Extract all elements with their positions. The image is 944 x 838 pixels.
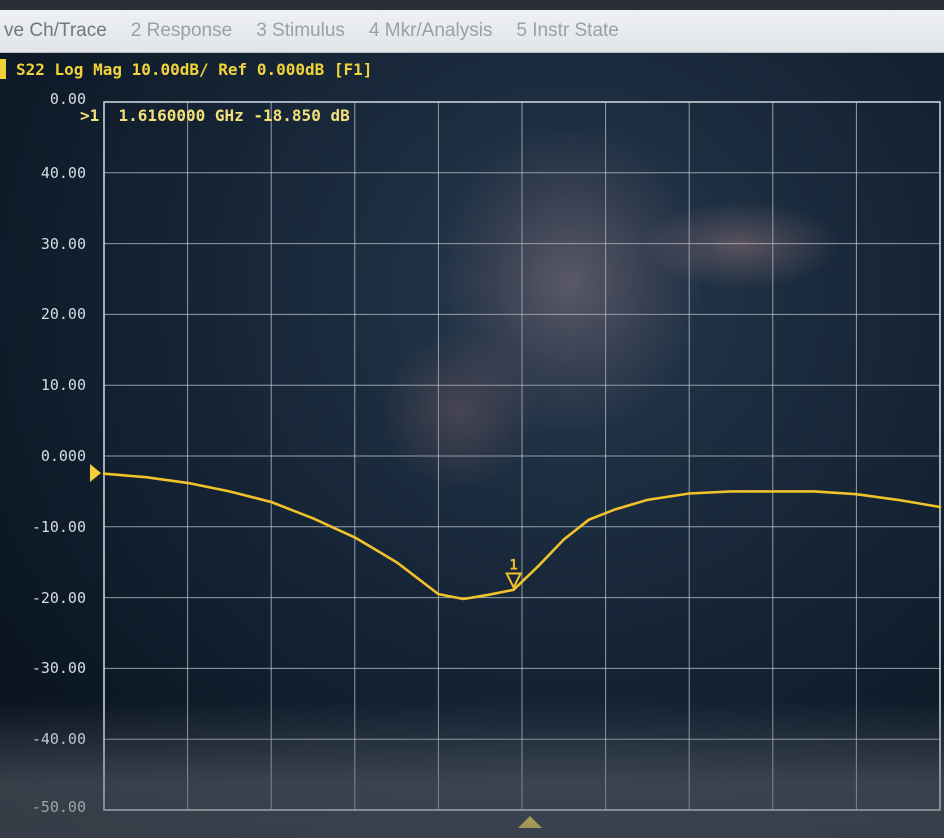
marker-readout: >1 1.6160000 GHz -18.850 dB — [80, 106, 350, 125]
top-bezel — [0, 0, 944, 10]
menu-stimulus[interactable]: 3 Stimulus — [256, 20, 345, 41]
y-tick-label: 20.00 — [40, 305, 86, 324]
y-tick-label: -10.00 — [31, 517, 86, 536]
y-tick-label: -30.00 — [31, 659, 86, 678]
marker-label: 1 — [509, 557, 517, 573]
menu-mkr-analysis[interactable]: 4 Mkr/Analysis — [368, 20, 493, 41]
y-tick-label: 0.000 — [40, 447, 86, 465]
stimulus-position-arrow-icon — [518, 816, 542, 828]
menu-response[interactable]: 2 Response — [130, 20, 233, 41]
y-tick-label: 10.00 — [40, 376, 86, 395]
marker-1[interactable]: 1 — [505, 557, 523, 590]
reference-level-arrow-icon — [90, 464, 101, 482]
y-tick-label: -20.00 — [31, 588, 86, 607]
grid — [103, 101, 941, 811]
marker-triangle-icon — [505, 572, 523, 590]
trace-s22 — [102, 472, 942, 601]
y-tick-label: 30.00 — [40, 234, 86, 253]
trace-header[interactable]: S22 Log Mag 10.00dB/ Ref 0.000dB [F1] — [0, 56, 372, 82]
y-tick-label: 0.00 — [49, 90, 86, 108]
active-trace-indicator — [0, 59, 6, 79]
menu-bar: ve Ch/Trace 2 Response 3 Stimulus 4 Mkr/… — [0, 10, 944, 53]
y-tick-label: 40.00 — [40, 163, 86, 182]
menu-instr-state[interactable]: 5 Instr State — [516, 20, 619, 41]
trace-header-text: S22 Log Mag 10.00dB/ Ref 0.000dB [F1] — [16, 59, 373, 79]
y-tick-label: -50.00 — [31, 798, 86, 816]
y-tick-label: -40.00 — [31, 730, 86, 749]
menu-active-ch-trace[interactable]: ve Ch/Trace — [4, 20, 107, 41]
